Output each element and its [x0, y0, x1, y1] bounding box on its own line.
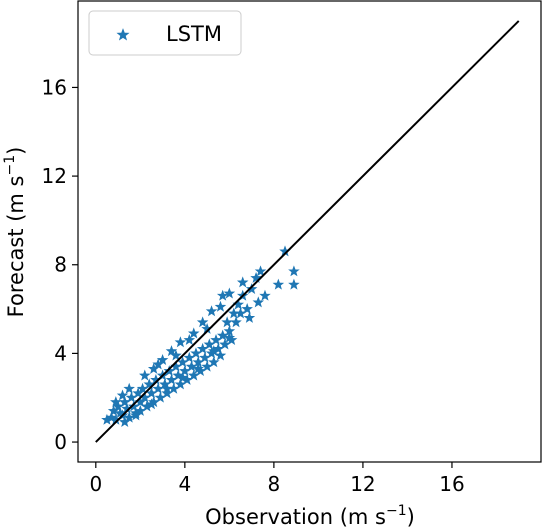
x-tick-label: 8 [268, 472, 281, 496]
data-point [118, 416, 131, 428]
points-layer [101, 245, 300, 428]
y-tick-label: 16 [42, 75, 67, 99]
x-axis-label: Observation (m s−1) [205, 503, 415, 529]
data-point [152, 358, 164, 370]
data-point [236, 276, 249, 288]
y-tick-label: 12 [42, 164, 67, 188]
data-point [254, 265, 267, 277]
y-tick-label: 4 [54, 341, 67, 365]
data-point [170, 349, 182, 361]
x-axis-ticks: 0 4 8 12 16 [89, 462, 465, 496]
legend-star-icon [116, 28, 130, 41]
data-point [214, 300, 227, 312]
data-point [243, 311, 256, 323]
data-point [216, 289, 229, 301]
data-point [187, 327, 200, 339]
y-axis-label-superscript: −1 [2, 155, 18, 176]
data-point [196, 316, 209, 328]
data-point [156, 353, 169, 365]
data-point [259, 289, 271, 301]
y-tick-label: 0 [54, 430, 67, 454]
legend-box [88, 10, 242, 56]
legend-marker-star-icon [116, 28, 130, 41]
data-point [245, 283, 258, 295]
x-tick-label: 4 [178, 472, 191, 496]
data-point [116, 389, 129, 401]
data-point [174, 336, 187, 348]
x-tick-label: 16 [439, 472, 464, 496]
y-tick-label: 8 [54, 253, 67, 277]
data-point [241, 303, 253, 314]
data-point [161, 382, 173, 394]
x-tick-label: 0 [89, 472, 102, 496]
data-point [183, 334, 196, 346]
data-point [110, 396, 122, 408]
data-point [223, 287, 236, 299]
y-axis-label-main: Forecast (m s [4, 176, 28, 318]
data-point [288, 278, 300, 290]
x-axis-label-close: ) [407, 505, 415, 529]
data-point [165, 345, 178, 357]
data-point [250, 271, 262, 283]
data-point [176, 371, 189, 383]
y-axis-label: Forecast (m s−1) [2, 147, 28, 318]
data-point [130, 409, 142, 421]
data-point [205, 305, 218, 317]
legend: LSTM [88, 10, 242, 56]
plot-area [78, 1, 541, 462]
reference-line [95, 20, 520, 443]
data-point [208, 345, 220, 357]
data-point [230, 316, 242, 328]
data-point [223, 331, 236, 343]
x-axis-label-superscript: −1 [386, 503, 407, 519]
data-point [145, 398, 158, 410]
data-point [288, 265, 300, 277]
legend-label-lstm: LSTM [166, 22, 222, 46]
data-point [208, 356, 220, 368]
data-point [123, 382, 135, 394]
data-point [192, 362, 204, 374]
data-point [272, 278, 285, 290]
x-axis-label-main: Observation (m s [205, 505, 386, 529]
y-axis-label-close: ) [4, 147, 28, 155]
plot-frame [77, 0, 542, 463]
data-point [139, 369, 151, 381]
data-point [252, 296, 265, 308]
x-tick-label: 12 [350, 472, 375, 496]
y-axis-ticks: 0 4 8 12 16 [42, 75, 78, 454]
